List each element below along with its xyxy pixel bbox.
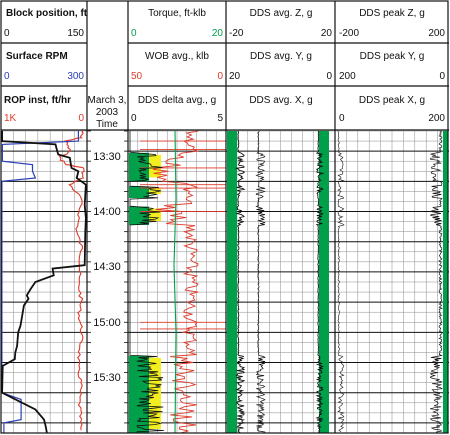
- dds-peak-z-title: DDS peak Z, g: [359, 8, 425, 19]
- time-tick-1330: 13:30: [93, 151, 121, 163]
- surface-rpm-min: 0: [4, 71, 10, 82]
- block-position-title: Block position, ft: [6, 8, 88, 19]
- dds-delta-trace: [129, 131, 164, 433]
- wob-title: WOB avg., klb: [145, 51, 209, 62]
- dds-avg-z-fill: [227, 131, 237, 433]
- dds-avg-z-max: 20: [321, 28, 333, 39]
- dds-avg-y-max: 0: [326, 71, 332, 82]
- dds-avg-y-trace: [255, 131, 266, 434]
- torque-fill: [129, 355, 149, 433]
- rop-min: 1K: [4, 113, 17, 124]
- wob-min: 50: [131, 71, 143, 82]
- surface-rpm-max: 300: [67, 71, 84, 82]
- dds-peak-z-max: 200: [428, 28, 445, 39]
- block-position-min: 0: [4, 28, 10, 39]
- dds-delta-fill: [149, 154, 161, 178]
- torque-min: 0: [131, 28, 137, 39]
- time-tick-1500: 15:00: [93, 317, 121, 329]
- dds-peak-y-title: DDS peak Y, g: [360, 51, 425, 62]
- dds-peak-x-fill: [443, 131, 448, 433]
- time-header-label: Time: [96, 119, 118, 130]
- dds-avg-y-min: 20: [229, 71, 241, 82]
- block-position-max: 150: [67, 28, 84, 39]
- dds-peak-x-min: 0: [339, 113, 345, 124]
- rop-max: 0: [78, 113, 84, 124]
- track1-data: [1, 130, 87, 434]
- surface-rpm-trace: [1, 131, 80, 433]
- dds-peak-z-min: -200: [339, 28, 359, 39]
- rop-title: ROP inst, ft/hr: [4, 95, 71, 106]
- dds-peak-x-title: DDS peak X, g: [359, 95, 425, 106]
- torque-trace: [173, 130, 177, 434]
- dds-avg-x-fill: [319, 131, 329, 433]
- dds-delta-title: DDS delta avg., g: [138, 95, 216, 106]
- year-label: 2003: [96, 107, 119, 118]
- track3-data: [129, 130, 226, 434]
- dds-avg-z-title: DDS avg. Z, g: [250, 8, 313, 19]
- time-tick-1530: 15:30: [93, 372, 121, 384]
- dds-peak-y-max: 0: [439, 71, 445, 82]
- dds-avg-z-trace: [234, 130, 246, 434]
- track4-data: [227, 130, 329, 434]
- time-tick-1400: 14:00: [93, 206, 121, 218]
- dds-peak-z-trace: [337, 130, 345, 432]
- dds-avg-x-trace: [315, 130, 325, 434]
- torque-title: Torque, ft-klb: [148, 8, 206, 19]
- dds-delta-fill: [149, 188, 161, 195]
- dds-peak-x-trace: [429, 130, 444, 434]
- dds-avg-x-title: DDS avg. X, g: [249, 95, 312, 106]
- rop-trace: [58, 130, 85, 431]
- dds-avg-z-min: -20: [229, 28, 244, 39]
- time-tick-1430: 14:30: [93, 261, 121, 273]
- dds-avg-y-title: DDS avg. Y, g: [250, 51, 312, 62]
- dds-peak-y-min: 200: [339, 71, 356, 82]
- dds-delta-min: 0: [131, 113, 137, 124]
- block-position-trace: [1, 131, 87, 434]
- dds-peak-x-max: 200: [428, 113, 445, 124]
- torque-max: 20: [212, 28, 224, 39]
- date-label: March 3,: [88, 95, 127, 106]
- surface-rpm-title: Surface RPM: [6, 51, 68, 62]
- wob-trace: [152, 130, 200, 434]
- dds-delta-max: 5: [217, 113, 223, 124]
- wob-max: 0: [217, 71, 223, 82]
- torque-fill: [129, 186, 149, 199]
- track5-data: [337, 130, 448, 434]
